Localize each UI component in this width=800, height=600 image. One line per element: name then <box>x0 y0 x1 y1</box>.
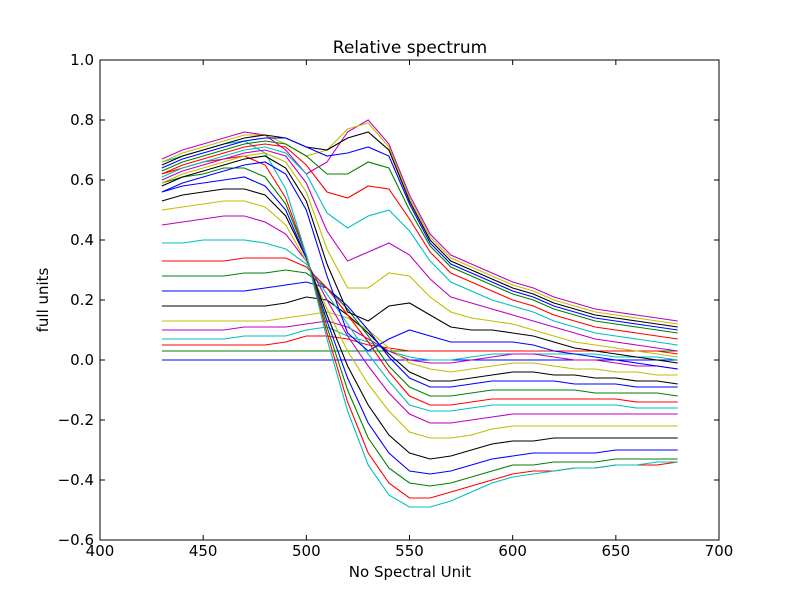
x-tick-label: 400 <box>86 542 115 560</box>
x-tick-label: 650 <box>602 542 631 560</box>
series-line <box>161 140 678 334</box>
series-line <box>161 146 678 346</box>
series-line <box>161 122 678 325</box>
series-line <box>161 311 678 376</box>
x-tick-label: 600 <box>498 542 527 560</box>
series-line <box>161 119 678 322</box>
series-group <box>161 119 678 508</box>
series-line <box>161 167 678 487</box>
x-axis-label: No Spectral Unit <box>349 563 472 581</box>
series-line <box>161 176 678 475</box>
series-line <box>161 326 678 361</box>
series-line <box>161 188 678 460</box>
y-tick-label: 0.0 <box>70 351 94 369</box>
y-tick-label: 1.0 <box>70 51 94 69</box>
series-line <box>161 152 678 358</box>
series-line <box>161 281 678 388</box>
x-tick-label: 550 <box>395 542 424 560</box>
series-line <box>161 200 678 439</box>
series-line <box>161 149 678 352</box>
y-tick-label: −0.4 <box>58 471 94 489</box>
series-line <box>161 257 678 406</box>
y-tick-label: 0.4 <box>70 231 94 249</box>
series-line <box>161 239 678 412</box>
x-tick-label: 450 <box>189 542 218 560</box>
y-axis-label: full units <box>34 267 52 332</box>
chart-title: Relative spectrum <box>333 38 487 58</box>
series-line <box>161 155 678 364</box>
series-line <box>161 215 678 424</box>
y-tick-label: 0.6 <box>70 171 94 189</box>
series-line <box>161 269 678 397</box>
tick-group: 400 450 500 550 600 650 700 −0.6 −0.4 −0.2 0.0 0.2 0… <box>58 51 734 560</box>
x-tick-label: 500 <box>292 542 321 560</box>
y-tick-label: 0.8 <box>70 111 94 129</box>
series-line <box>161 296 678 385</box>
y-tick-label: 0.2 <box>70 291 94 309</box>
x-tick-label: 700 <box>705 542 734 560</box>
y-tick-label: −0.2 <box>58 411 94 429</box>
plot-frame <box>99 59 720 541</box>
series-line <box>161 137 678 331</box>
series-line <box>161 320 678 370</box>
y-tick-label: −0.6 <box>58 531 94 549</box>
series-line <box>161 131 678 328</box>
series-line <box>161 161 678 370</box>
series-line <box>161 143 678 340</box>
